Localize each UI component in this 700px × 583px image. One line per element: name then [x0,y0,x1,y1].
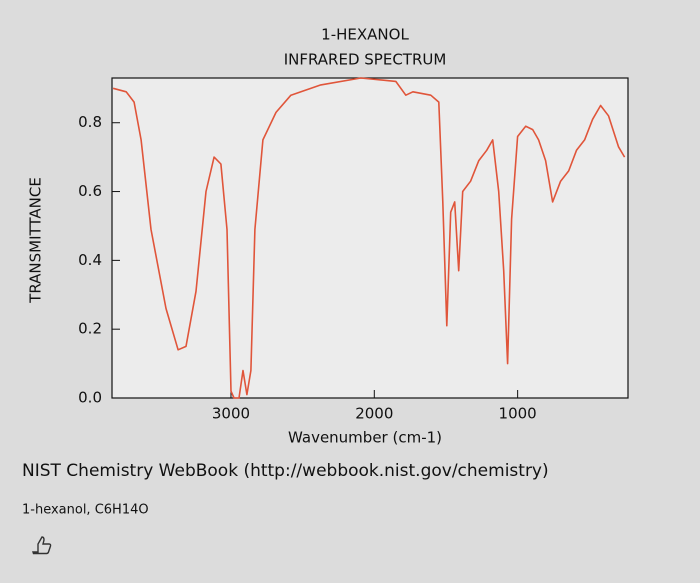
y-tick-label: 0.0 [78,389,102,407]
plot-area [111,77,629,399]
x-tick-label: 3000 [212,405,250,423]
x-axis-label: Wavenumber (cm-1) [288,429,442,447]
y-tick-label: 0.8 [78,113,102,131]
y-axis-label: TRANSMITTANCE [27,177,45,304]
source-text: NIST Chemistry WebBook (http://webbook.n… [22,461,549,481]
y-tick-label: 0.4 [78,251,102,269]
x-tick-label: 1000 [499,405,537,423]
y-tick-label: 0.6 [78,182,102,200]
chart-title: 1-HEXANOL [321,26,409,44]
spectrum-line [112,77,626,399]
caption: 1-hexanol, C6H14O [22,503,149,518]
x-tick-label: 2000 [355,405,393,423]
thumbs-up-icon[interactable] [32,536,52,555]
y-tick-label: 0.2 [78,320,102,338]
chart-subtitle: INFRARED SPECTRUM [284,51,447,69]
